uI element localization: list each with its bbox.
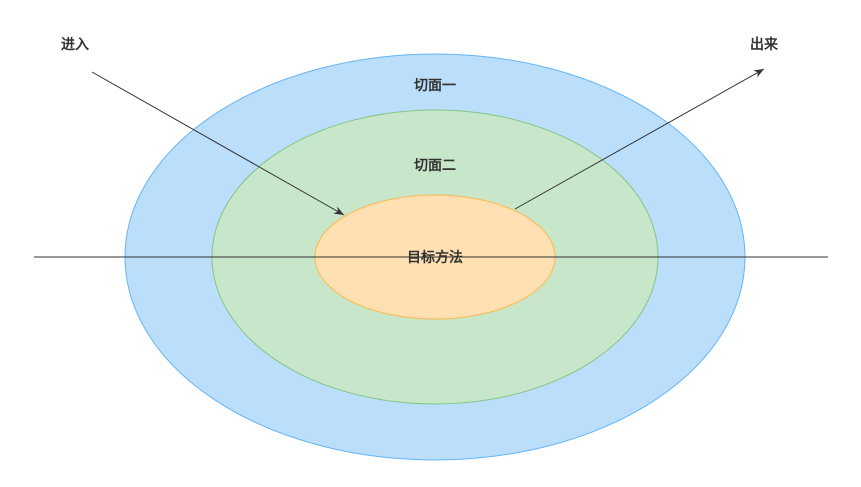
enter-arrow xyxy=(91,71,345,216)
enter-label: 进入 xyxy=(61,37,89,53)
exit-arrow xyxy=(514,68,765,210)
aspect-one-label: 切面一 xyxy=(414,78,456,94)
exit-label: 出来 xyxy=(750,36,779,53)
target-method-label: 目标方法 xyxy=(407,249,463,266)
aspect-two-label: 切面二 xyxy=(414,158,456,174)
